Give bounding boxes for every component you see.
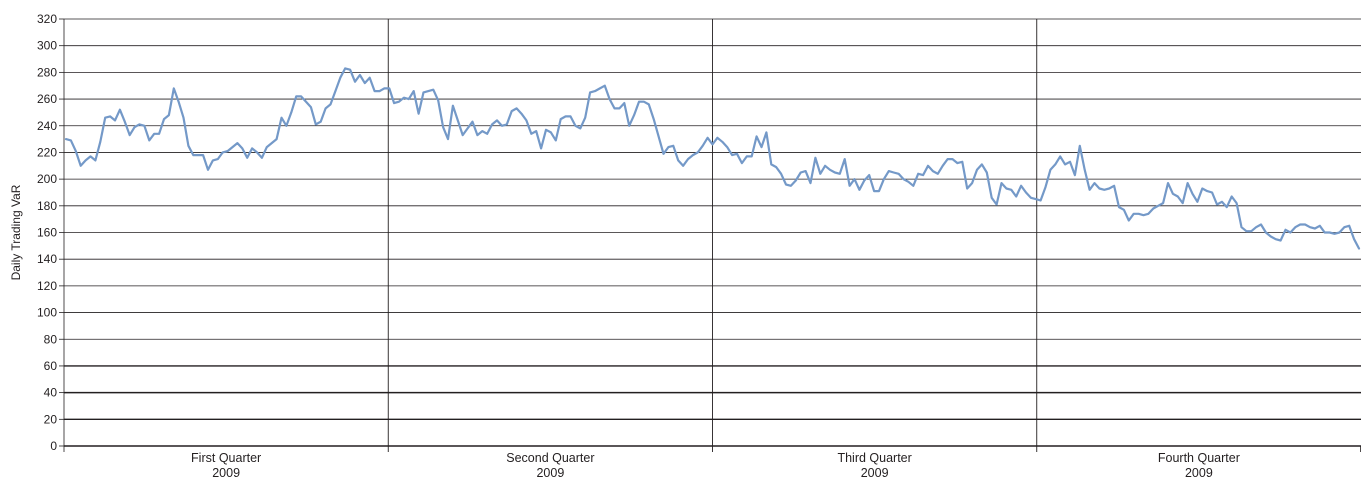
quarter-label: Second Quarter (506, 451, 594, 465)
y-tick-label-0: 0 (50, 439, 57, 453)
quarter-year-label: 2009 (861, 466, 889, 480)
y-tick-label-200: 200 (37, 172, 57, 186)
y-tick-label-60: 60 (44, 359, 58, 373)
quarter-label: Fourth Quarter (1158, 451, 1240, 465)
y-tick-label-240: 240 (37, 119, 57, 133)
y-tick-label-220: 220 (37, 145, 57, 159)
quarter-year-label: 2009 (1185, 466, 1213, 480)
y-axis-ticks: 0 20 40 60 80 100 120 140 160 180 200 220 240 260 280 3… (37, 12, 64, 453)
y-tick-label-160: 160 (37, 226, 57, 240)
y-tick-label-260: 260 (37, 92, 57, 106)
y-tick-label-40: 40 (44, 386, 58, 400)
y-tick-label-120: 120 (37, 279, 57, 293)
y-tick-label-20: 20 (44, 412, 58, 426)
y-tick-label-180: 180 (37, 199, 57, 213)
y-tick-label-280: 280 (37, 65, 57, 79)
y-axis-title: Daily Trading VaR (9, 184, 23, 280)
quarter-label: Third Quarter (837, 451, 911, 465)
quarter-year-label: 2009 (212, 466, 240, 480)
y-tick-label-100: 100 (37, 306, 57, 320)
y-tick-label-80: 80 (44, 332, 58, 346)
y-tick-label-320: 320 (37, 12, 57, 26)
quarter-dividers (387, 19, 1361, 452)
quarter-label: First Quarter (191, 451, 261, 465)
y-tick-label-140: 140 (37, 252, 57, 266)
y-tick-label-300: 300 (37, 39, 57, 53)
quarter-year-label: 2009 (536, 466, 564, 480)
series-line-daily-trading-var (64, 67, 1361, 250)
